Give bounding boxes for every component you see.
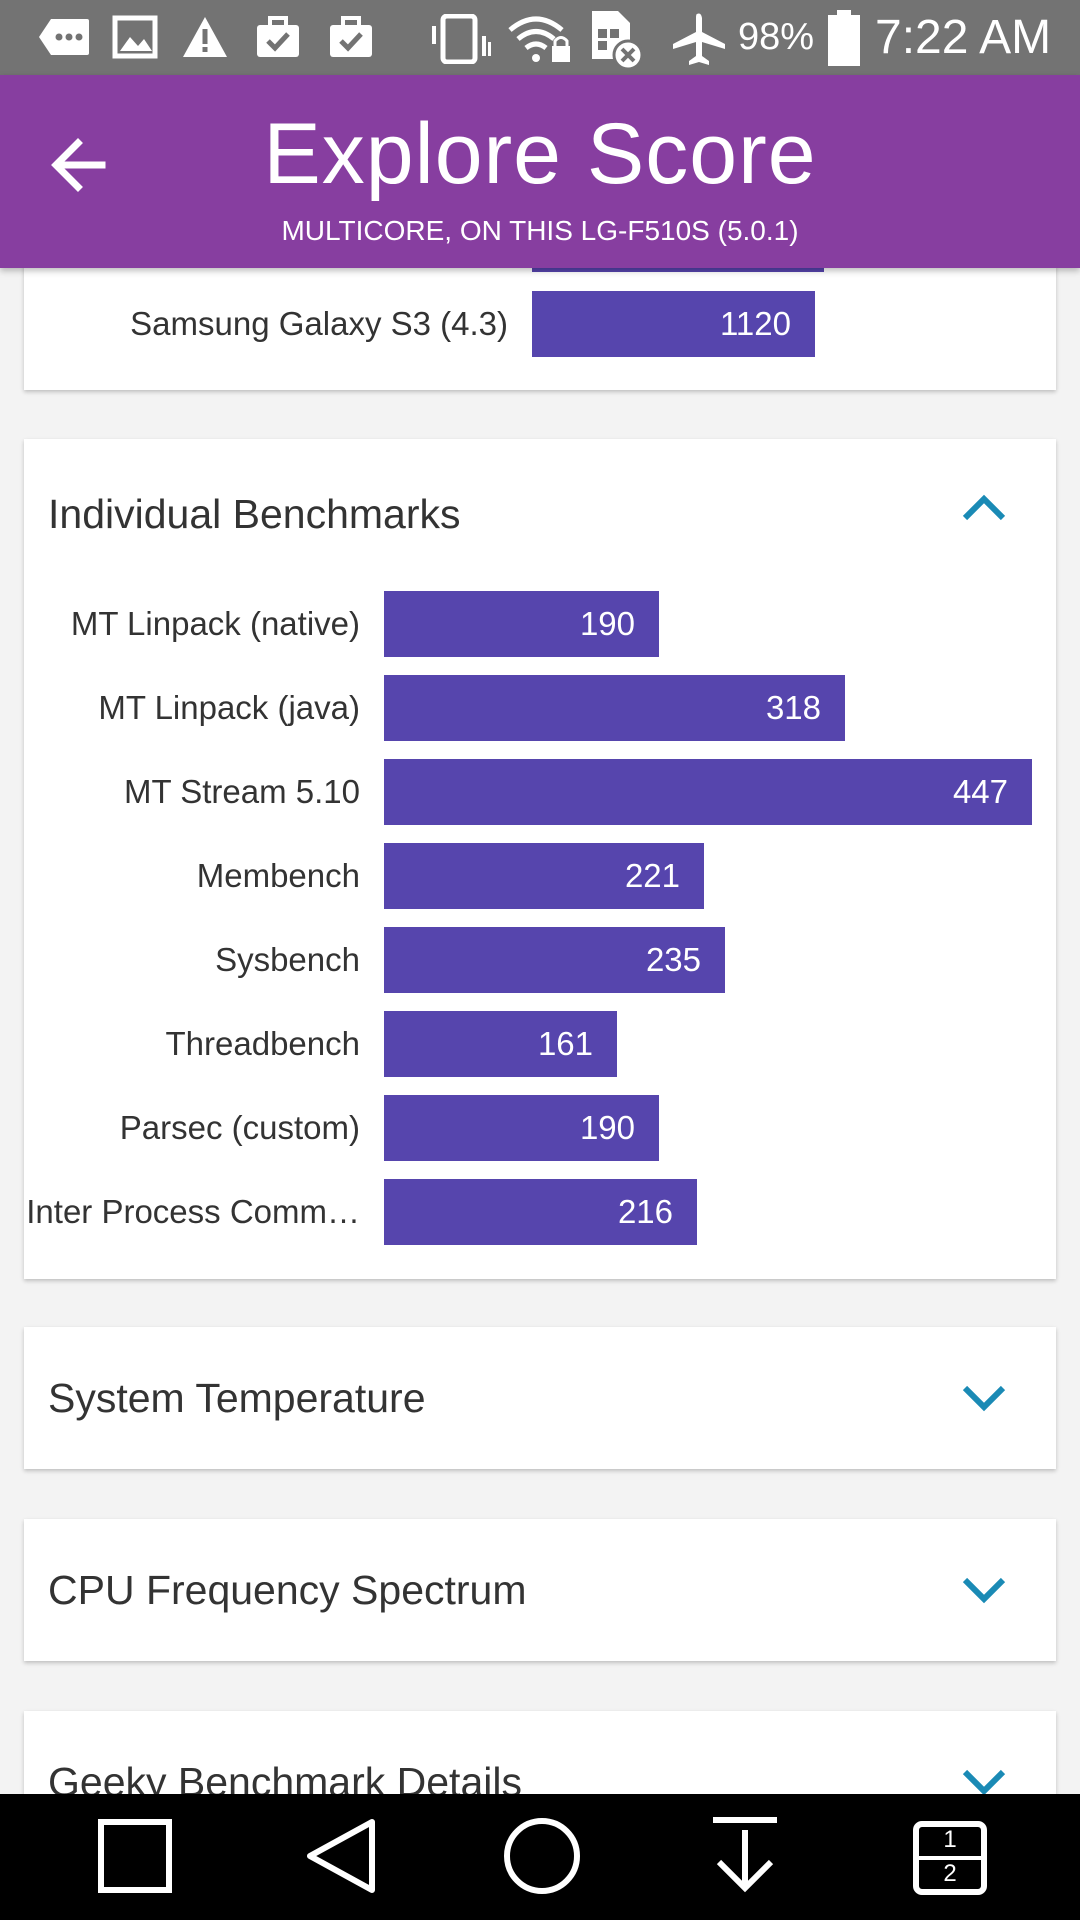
status-bar: 98% 7:22 AM (0, 0, 1080, 75)
benchmark-value: 235 (645, 941, 701, 978)
benchmark-value: 216 (617, 1193, 673, 1230)
benchmark-bar: 221 (384, 843, 704, 909)
device-value: 1120 (720, 305, 791, 342)
notification-pull-button[interactable] (695, 1808, 795, 1908)
benchmark-bar: 190 (384, 591, 659, 657)
benchmark-value: 161 (537, 1025, 593, 1062)
benchmark-bar: 190 (384, 1095, 659, 1161)
device-row: Samsung Galaxy S3 (4.3) 1120 (24, 291, 1056, 357)
briefcase-check-icon (253, 14, 303, 60)
device-bar: 1120 (532, 291, 815, 357)
benchmark-row: Threadbench 161 (24, 1011, 1056, 1077)
benchmarks-title: Individual Benchmarks (48, 491, 461, 537)
benchmark-bar: 216 (384, 1179, 697, 1245)
collapse-toggle[interactable] (954, 479, 1014, 539)
benchmark-label: Threadbench (165, 1025, 360, 1062)
benchmarks-card: Individual Benchmarks MT Linpack (native… (24, 439, 1056, 1279)
expand-toggle[interactable] (954, 1753, 1014, 1813)
benchmark-row: Inter Process Comm… 216 (24, 1179, 1056, 1245)
page-title: Explore Score (263, 106, 817, 202)
wifi-lock-icon (506, 14, 572, 64)
benchmark-label: Sysbench (215, 941, 360, 978)
back-nav-button[interactable] (290, 1808, 390, 1908)
warning-icon (180, 14, 230, 60)
briefcase-check-icon (326, 14, 376, 60)
benchmark-value: 447 (952, 773, 1008, 810)
dual-window-bottom-label: 2 (943, 1860, 957, 1887)
chevron-down-icon (961, 1574, 1007, 1609)
device-label: Samsung Galaxy S3 (4.3) (130, 305, 508, 342)
back-triangle-icon (302, 1818, 378, 1899)
arrow-back-icon (50, 137, 106, 198)
expand-toggle[interactable] (954, 1369, 1014, 1429)
benchmark-row: Sysbench 235 (24, 927, 1056, 993)
benchmark-bar: 235 (384, 927, 725, 993)
benchmark-value: 190 (579, 605, 635, 642)
benchmark-bar: 447 (384, 759, 1032, 825)
system-temperature-card[interactable]: System Temperature (24, 1327, 1056, 1469)
cpu-frequency-card[interactable]: CPU Frequency Spectrum (24, 1519, 1056, 1661)
benchmark-row: MT Stream 5.10 447 (24, 759, 1056, 825)
benchmark-label: Membench (196, 857, 360, 894)
clock: 7:22 AM (875, 11, 1052, 64)
benchmark-row: MT Linpack (java) 318 (24, 675, 1056, 741)
home-button[interactable] (492, 1808, 592, 1908)
dual-window-top-label: 1 (943, 1826, 957, 1853)
recents-button[interactable] (85, 1808, 185, 1908)
battery-percent: 98% (738, 16, 815, 58)
page-subtitle: MULTICORE, ON THIS LG-F510S (5.0.1) (281, 215, 799, 246)
benchmark-row: MT Linpack (native) 190 (24, 591, 1056, 657)
dual-window-button[interactable]: 1 2 (900, 1808, 1000, 1908)
chevron-up-icon (961, 492, 1007, 527)
benchmark-value: 221 (624, 857, 680, 894)
benchmark-label: Inter Process Comm… (26, 1193, 360, 1230)
expand-toggle[interactable] (954, 1561, 1014, 1621)
image-icon (110, 14, 160, 60)
section-title: CPU Frequency Spectrum (48, 1567, 527, 1613)
vibrate-icon (430, 14, 492, 64)
section-title: System Temperature (48, 1375, 426, 1421)
benchmark-value: 318 (765, 689, 821, 726)
benchmark-label: MT Linpack (native) (70, 605, 360, 642)
home-circle-icon (502, 1816, 582, 1901)
benchmark-label: Parsec (custom) (119, 1109, 360, 1146)
benchmark-row: Membench 221 (24, 843, 1056, 909)
chevron-down-icon (961, 1382, 1007, 1417)
airplane-icon (670, 12, 728, 66)
benchmark-value: 190 (579, 1109, 635, 1146)
recents-icon (97, 1818, 173, 1899)
app-bar: Explore Score MULTICORE, ON THIS LG-F510… (0, 75, 1080, 268)
message-icon (36, 14, 92, 60)
benchmark-label: MT Linpack (java) (98, 689, 360, 726)
chevron-down-icon (961, 1766, 1007, 1801)
benchmark-row: Parsec (custom) 190 (24, 1095, 1056, 1161)
battery-icon (824, 8, 864, 68)
benchmark-label: MT Stream 5.10 (124, 773, 360, 810)
no-sim-icon (586, 10, 646, 71)
notification-pull-icon (707, 1816, 783, 1901)
back-button[interactable] (40, 130, 115, 205)
benchmark-bar: 318 (384, 675, 845, 741)
navigation-bar: 1 2 (0, 1794, 1080, 1920)
dual-window-icon: 1 2 (912, 1820, 988, 1896)
benchmark-bar: 161 (384, 1011, 617, 1077)
